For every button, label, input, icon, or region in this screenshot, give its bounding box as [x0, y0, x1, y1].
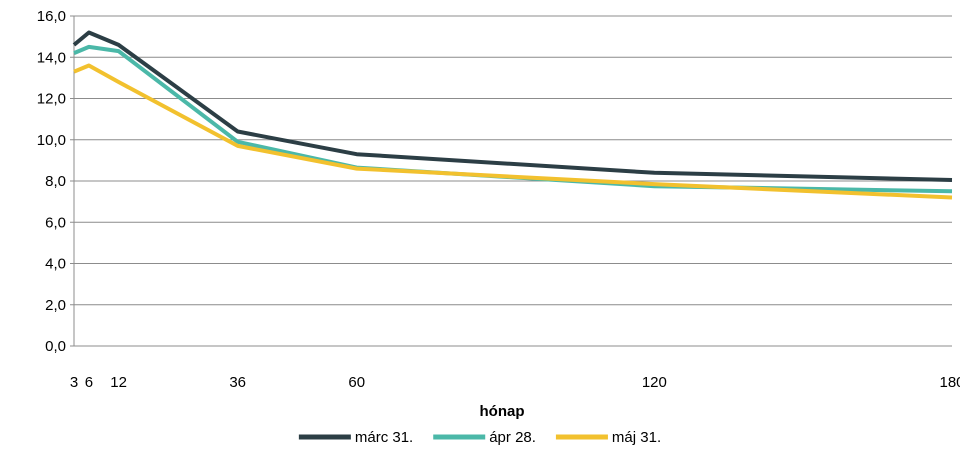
- y-tick-label: 16,0: [37, 8, 66, 25]
- y-tick-label: 0,0: [45, 338, 66, 355]
- x-tick-label: 120: [642, 374, 667, 391]
- x-axis-title: hónap: [480, 403, 525, 420]
- legend-label-2: máj 31.: [612, 429, 661, 446]
- x-tick-label: 36: [229, 374, 246, 391]
- x-tick-label: 6: [85, 374, 93, 391]
- legend-label-1: ápr 28.: [489, 429, 536, 446]
- grid-lines: [74, 16, 952, 305]
- y-tick-label: 6,0: [45, 214, 66, 231]
- x-tick-label: 3: [70, 374, 78, 391]
- x-tick-label: 12: [110, 374, 127, 391]
- y-tick-label: 14,0: [37, 49, 66, 66]
- x-tick-label: 60: [348, 374, 365, 391]
- y-tick-labels: 0,0 2,0 4,0 6,0 8,0 10,0 12,0 14,0 16,0: [37, 8, 66, 355]
- y-tick-label: 8,0: [45, 173, 66, 190]
- legend: márc 31. ápr 28. máj 31.: [299, 429, 661, 446]
- legend-label-0: márc 31.: [355, 429, 413, 446]
- y-tick-label: 10,0: [37, 132, 66, 149]
- x-tick-labels: 36 12 36 60 120 180: [70, 374, 960, 391]
- x-tick-label: 180: [939, 374, 960, 391]
- y-tick-label: 2,0: [45, 297, 66, 314]
- series-line-1: [74, 47, 952, 191]
- y-tick-label: 4,0: [45, 256, 66, 273]
- y-tick-label: 12,0: [37, 91, 66, 108]
- series-line-0: [74, 33, 952, 181]
